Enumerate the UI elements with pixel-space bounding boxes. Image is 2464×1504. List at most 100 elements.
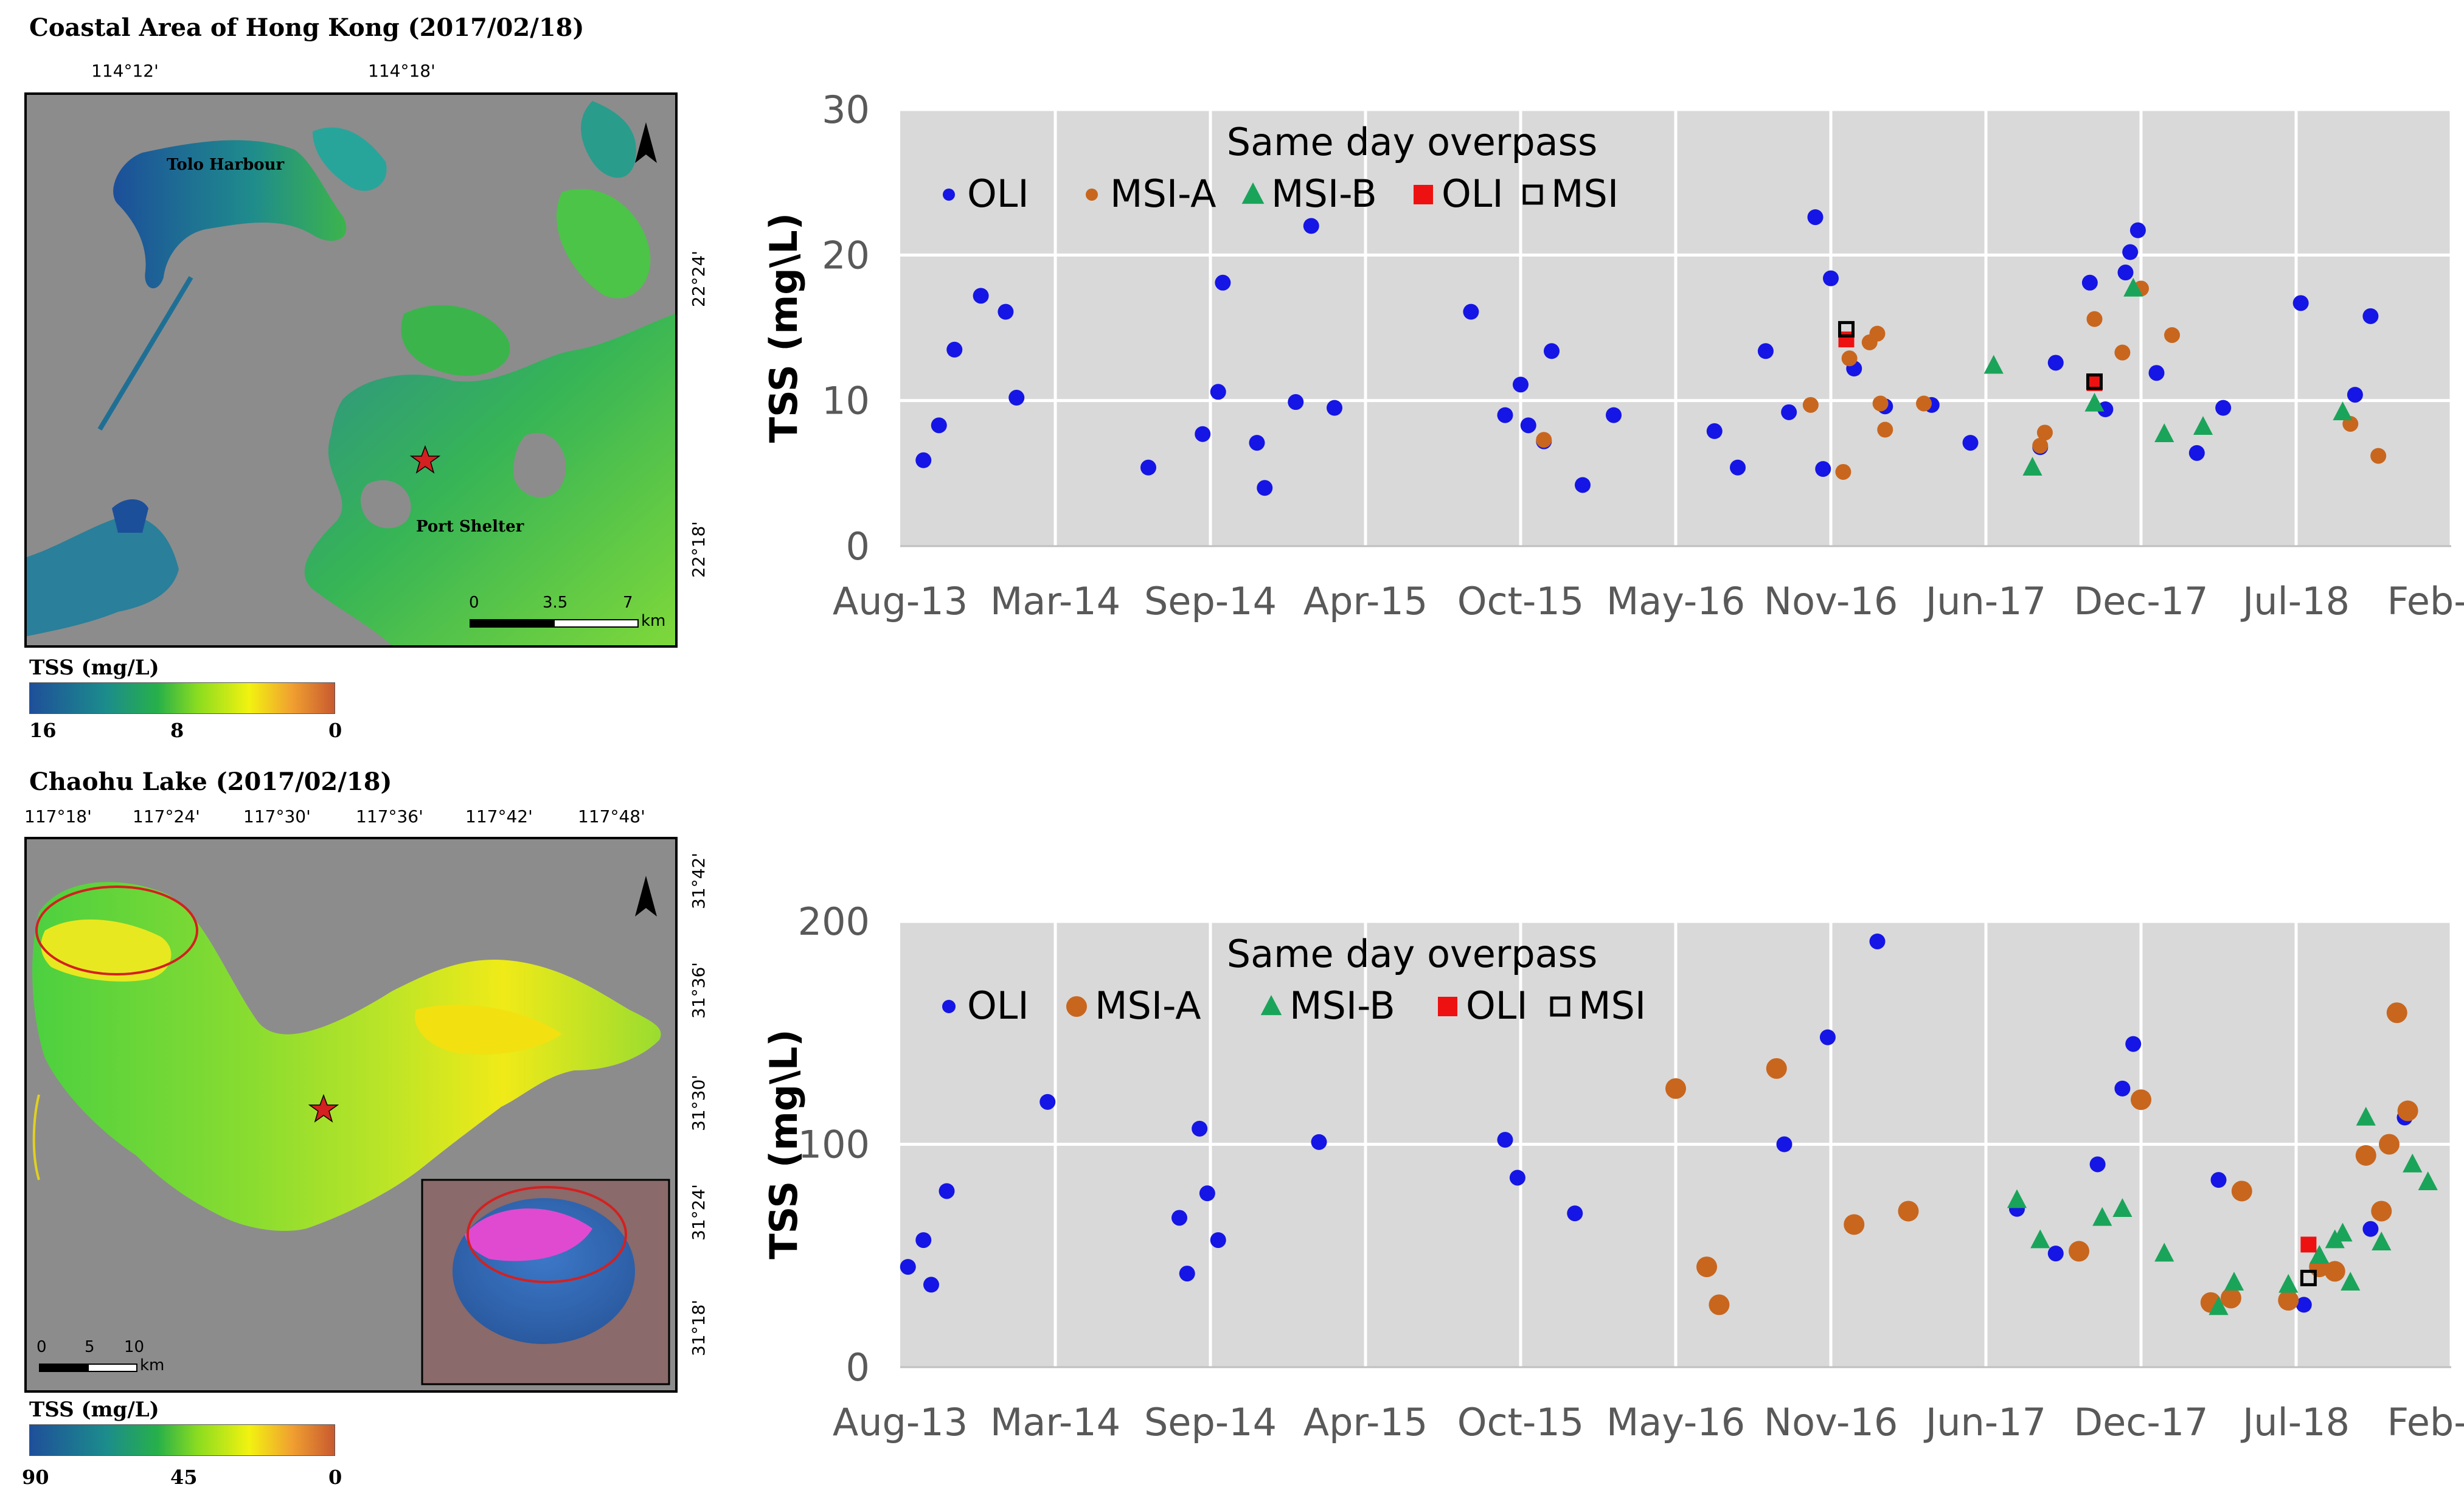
map2-scale-max: 10 (124, 1338, 145, 1356)
data-point-oli (2117, 265, 2134, 281)
map2-legend-mid: 45 (170, 1466, 198, 1489)
data-point-msi-a (1665, 1078, 1686, 1099)
map1-scale-0: 0 (469, 594, 479, 612)
data-point-msi-b (2030, 1229, 2050, 1249)
data-point-msi-a (2131, 1089, 2151, 1111)
data-point-msi-b (2356, 1106, 2376, 1126)
data-point-msi-a (1916, 395, 1932, 412)
map2-scale-unit: km (140, 1356, 165, 1374)
data-point-msi-b (2084, 392, 2105, 412)
data-point-oli (2122, 244, 2139, 260)
data-point-oli (1327, 400, 1342, 416)
legend-marker (943, 189, 955, 201)
star-icon (308, 1093, 339, 1123)
map1-scalebar-black (470, 619, 555, 628)
data-point-oli (2129, 222, 2146, 238)
north-arrow-icon (635, 876, 657, 917)
map2-title: Chaohu Lake (2017/02/18) (29, 768, 392, 796)
x-tick-label: May-16 (1606, 579, 1745, 623)
y-tick-label: 30 (822, 88, 870, 132)
data-point-oli (2362, 308, 2379, 324)
legend-entry: MSI (1578, 983, 1646, 1028)
x-tick-label: Feb-19 (2387, 579, 2464, 623)
data-point-oli (1730, 459, 1746, 476)
data-point-oli (1807, 209, 1824, 226)
data-point-msi-b (2333, 401, 2353, 421)
legend-entry: OLI (967, 983, 1029, 1028)
data-point-msi-same-day (2300, 1269, 2317, 1286)
map1-legend-min: 16 (29, 719, 57, 742)
legend-marker (942, 1000, 956, 1013)
map1-right-tick: 22°18' (689, 521, 709, 578)
map1-right-tick: 22°24' (689, 251, 709, 307)
data-point-oli (931, 417, 947, 434)
x-tick-label: Dec-17 (2074, 1400, 2208, 1444)
data-point-msi-b (2112, 1198, 2133, 1218)
map1-label-tolo: Tolo Harbour (167, 156, 285, 174)
y-tick-label: 200 (798, 899, 870, 944)
data-point-oli (915, 1232, 932, 1249)
data-point-oli (2125, 1036, 2142, 1052)
map1-top-tick: 114°18' (368, 61, 436, 81)
x-tick-label: May-16 (1606, 1400, 1745, 1444)
map1-legend-max: 0 (328, 719, 342, 742)
data-point-msi-b (2092, 1207, 2112, 1226)
data-point-msi-a (2114, 344, 2131, 361)
map1-legend-title: TSS (mg/L) (29, 656, 159, 680)
y-axis-label: TSS (mg\L) (762, 213, 806, 443)
x-tick-label: Aug-13 (833, 579, 968, 623)
legend-entry: MSI (1551, 172, 1619, 216)
map2-right-tick: 31°30' (689, 1075, 709, 1131)
x-tick-label: Nov-16 (1764, 1400, 1898, 1444)
legend-entry: MSI-A (1110, 172, 1216, 216)
data-point-msi-b (1983, 355, 2004, 374)
data-point-oli (923, 1277, 939, 1293)
map2-scale-mid: 5 (85, 1338, 95, 1356)
data-point-msi-b (2007, 1189, 2027, 1208)
data-point-msi-a (2086, 311, 2103, 327)
data-point-msi-b (2418, 1171, 2438, 1191)
x-tick-label: Nov-16 (1764, 579, 1898, 623)
map2-scalebar-black (39, 1364, 89, 1372)
data-point-msi-a (2355, 1145, 2376, 1166)
data-point-oli (1819, 1029, 1836, 1045)
data-point-msi-a (1709, 1294, 1730, 1315)
map2-top-tick: 117°30' (243, 806, 311, 827)
legend-title: Same day overpass (1227, 932, 1598, 976)
map2-legend-title: TSS (mg/L) (29, 1398, 159, 1422)
legend-marker (1260, 995, 1282, 1016)
y-tick-label: 100 (798, 1123, 870, 1167)
data-point-oli (2081, 274, 2098, 291)
data-point-msi-b (2403, 1153, 2423, 1173)
north-arrow-icon (635, 122, 657, 163)
tss-chart-hong-kong: 0 10 20 30 Aug-13 Mar-14 Sep-14 Apr-15 Oct-15 May… (762, 88, 2464, 623)
map2-legend-max: 0 (328, 1466, 342, 1489)
data-point-msi-a (1802, 397, 1819, 413)
data-point-msi-b (2022, 457, 2042, 476)
y-tick-label: 0 (846, 1345, 870, 1390)
map2-top-tick: 117°24' (133, 806, 200, 827)
data-point-msi-a (1841, 350, 1858, 367)
data-point-msi-b (2333, 1222, 2353, 1242)
data-point-oli (2188, 445, 2205, 461)
data-point-msi-b (2310, 1245, 2330, 1264)
data-point-oli (1195, 426, 1211, 442)
x-tick-label: Mar-14 (990, 1400, 1120, 1444)
map2-right-tick: 31°36' (689, 962, 709, 1019)
data-point-oli (1039, 1093, 1056, 1110)
data-point-oli (1199, 1185, 1215, 1202)
legend-entry: MSI-B (1271, 172, 1377, 216)
data-point-oli (1311, 1134, 1327, 1150)
x-tick-label: Feb-19 (2387, 1400, 2464, 1444)
data-point-msi-same-day (1838, 321, 1855, 338)
data-point-msi-a (1766, 1058, 1787, 1079)
map2-top-tick: 117°36' (356, 806, 423, 827)
map2-right-tick: 31°24' (689, 1184, 709, 1241)
data-point-msi-a (2397, 1100, 2418, 1121)
x-tick-label: Aug-13 (833, 1400, 968, 1444)
data-point-oli (1757, 343, 1774, 359)
data-point-msi-a (1872, 395, 1889, 412)
legend-marker (1522, 184, 1543, 205)
data-point-oli (2210, 1172, 2227, 1188)
y-tick-label: 20 (822, 233, 870, 277)
